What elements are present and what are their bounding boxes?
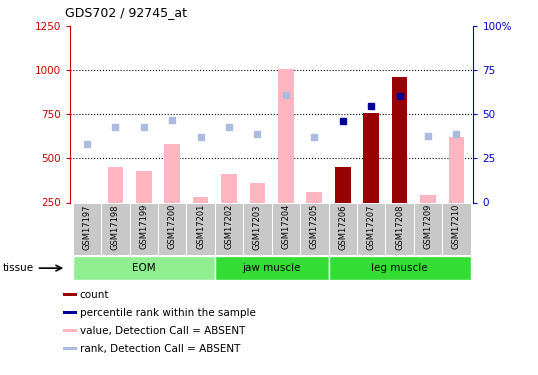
Bar (272, 202, 300, 255)
Text: leg muscle: leg muscle (371, 263, 428, 273)
Text: rank, Detection Call = ABSENT: rank, Detection Call = ABSENT (80, 344, 240, 354)
Text: value, Detection Call = ABSENT: value, Detection Call = ABSENT (80, 326, 245, 336)
Text: GSM17203: GSM17203 (253, 204, 262, 250)
Text: GSM17200: GSM17200 (168, 204, 177, 249)
Text: GSM17202: GSM17202 (224, 204, 233, 249)
Text: GSM17208: GSM17208 (395, 204, 404, 250)
Bar (357, 202, 385, 255)
Text: GSM17204: GSM17204 (281, 204, 291, 249)
Bar (130, 202, 158, 255)
Bar (158, 202, 187, 255)
Bar (63, 311, 77, 314)
Bar (392, 77, 407, 203)
Bar (307, 192, 322, 202)
Bar (449, 137, 464, 202)
Text: GSM17199: GSM17199 (139, 204, 148, 249)
Bar (73, 202, 101, 255)
Bar (335, 167, 351, 202)
Bar (108, 167, 123, 202)
Bar (221, 174, 237, 202)
Bar (63, 293, 77, 296)
Text: GSM17210: GSM17210 (452, 204, 461, 249)
Text: GSM17205: GSM17205 (310, 204, 319, 249)
Bar (385, 202, 414, 255)
Bar (363, 112, 379, 202)
Text: GSM17197: GSM17197 (82, 204, 91, 250)
Bar (136, 171, 152, 202)
Text: GSM17209: GSM17209 (423, 204, 433, 249)
Text: GDS702 / 92745_at: GDS702 / 92745_at (65, 6, 187, 19)
Text: GSM17201: GSM17201 (196, 204, 205, 249)
Text: EOM: EOM (132, 263, 155, 273)
Bar (73, 256, 215, 280)
Bar (63, 347, 77, 350)
Bar (243, 202, 272, 255)
Text: GSM17198: GSM17198 (111, 204, 120, 250)
Bar (250, 183, 265, 203)
Text: tissue: tissue (3, 263, 34, 273)
Bar (300, 202, 329, 255)
Bar (165, 144, 180, 202)
Text: jaw muscle: jaw muscle (243, 263, 301, 273)
Bar (215, 202, 243, 255)
Bar (329, 202, 357, 255)
Text: percentile rank within the sample: percentile rank within the sample (80, 308, 256, 318)
Bar (215, 256, 329, 280)
Text: GSM17207: GSM17207 (366, 204, 376, 250)
Bar (420, 195, 436, 202)
Text: count: count (80, 290, 109, 300)
Bar (278, 69, 294, 203)
Bar (329, 256, 471, 280)
Text: GSM17206: GSM17206 (338, 204, 347, 250)
Bar (442, 202, 471, 255)
Bar (63, 329, 77, 333)
Bar (101, 202, 130, 255)
Bar (193, 197, 208, 202)
Bar (414, 202, 442, 255)
Bar (187, 202, 215, 255)
